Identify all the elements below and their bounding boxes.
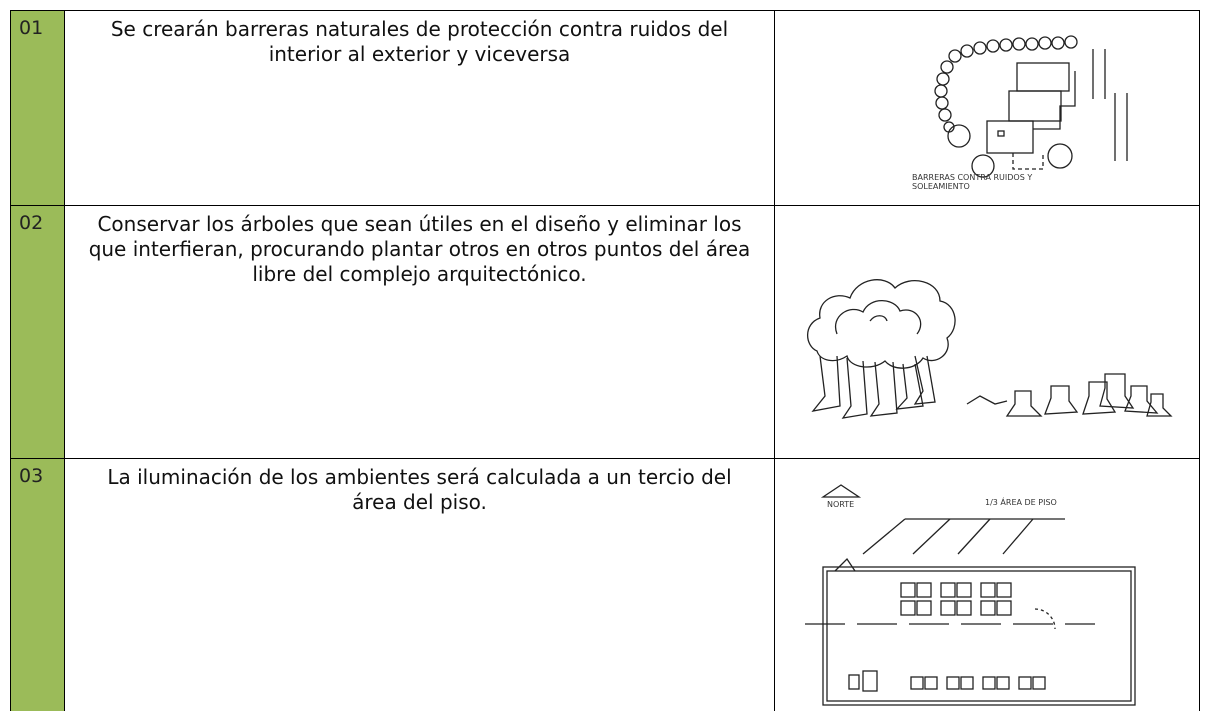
image-cell: NORTE 1/3 ÁREA DE PISO — [774, 458, 1200, 711]
area-label: 1/3 ÁREA DE PISO — [985, 496, 1057, 507]
row-text: Conservar los árboles que sean útiles en… — [64, 205, 775, 459]
row-number: 02 — [10, 205, 65, 459]
row-text: La iluminación de los ambientes será cal… — [64, 458, 775, 711]
image-cell — [774, 205, 1200, 459]
image-cell: BARRERAS CONTRA RUIDOS Y SOLEAMIENTO — [774, 10, 1200, 206]
row-number: 01 — [10, 10, 65, 206]
north-label: NORTE — [827, 500, 854, 509]
image-caption: BARRERAS CONTRA RUIDOS Y SOLEAMIENTO — [912, 173, 1033, 191]
plan-sketch: NORTE 1/3 ÁREA DE PISO — [805, 484, 1136, 706]
site-sketch — [934, 35, 1128, 178]
row-text: Se crearán barreras naturales de protecc… — [64, 10, 775, 206]
row-number: 03 — [10, 458, 65, 711]
trees-sketch — [806, 279, 1173, 419]
